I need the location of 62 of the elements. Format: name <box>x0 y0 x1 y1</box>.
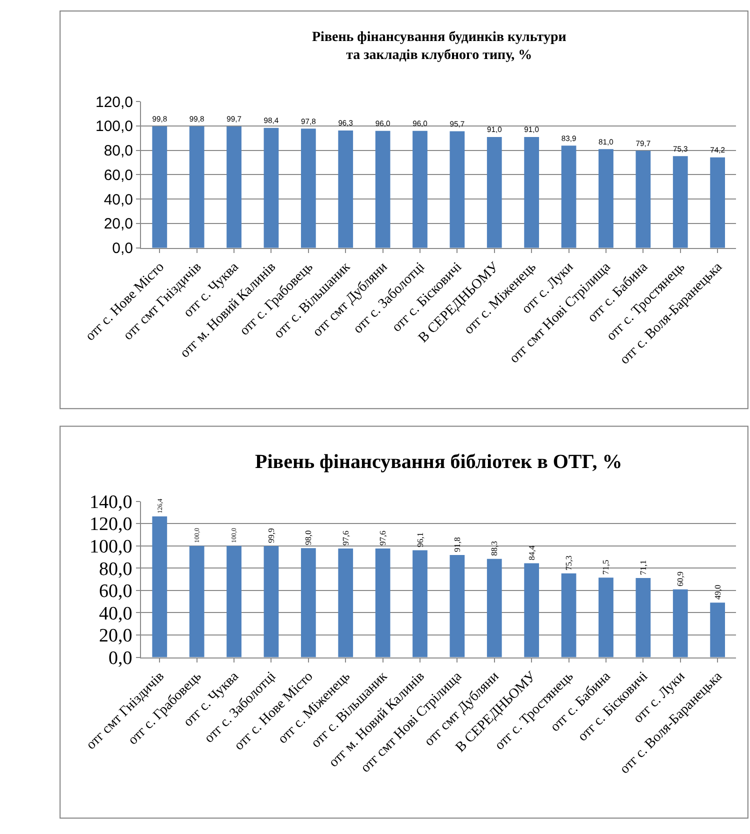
bar <box>561 573 576 658</box>
bar <box>264 128 279 248</box>
bar <box>264 546 279 658</box>
y-tick-label: 0,0 <box>108 648 132 669</box>
y-tick-label: 80,0 <box>98 558 132 580</box>
y-tick-label: 20,0 <box>98 626 132 647</box>
bar <box>524 563 540 658</box>
bar <box>338 548 354 658</box>
data-label: 75,3 <box>564 555 574 570</box>
bar <box>672 156 688 248</box>
bar <box>152 126 168 248</box>
bar <box>226 546 242 658</box>
y-tick-label: 60,0 <box>98 581 132 602</box>
bar <box>672 589 688 658</box>
y-tick-label: 0,0 <box>112 240 134 258</box>
data-label: 49,0 <box>712 584 722 600</box>
chart-title: Рівень фінансування будинків культури та закладів клубного типу, % <box>312 30 566 64</box>
bar <box>189 546 204 658</box>
bar <box>486 558 502 658</box>
bar <box>338 130 354 248</box>
data-label: 98,0 <box>303 530 314 546</box>
bar <box>710 157 725 248</box>
data-label: 88,3 <box>489 541 500 556</box>
bar <box>412 550 428 658</box>
bar <box>486 136 502 248</box>
y-tick-label: 40,0 <box>98 603 132 624</box>
bar <box>300 548 316 658</box>
bar <box>189 126 204 248</box>
bar <box>450 554 465 658</box>
bar <box>598 149 614 248</box>
data-label: 96,1 <box>414 532 425 548</box>
data-label: 91,8 <box>452 537 462 552</box>
data-label: 97,6 <box>340 530 350 546</box>
bar <box>561 146 576 248</box>
y-tick-label: 40,0 <box>104 191 134 208</box>
y-tick-label: 60,0 <box>104 166 134 184</box>
data-label: 84,4 <box>527 544 536 560</box>
bar <box>412 130 428 248</box>
bar <box>226 126 242 248</box>
chart-title: Рівень фінансування бібліотек в ОТГ, % <box>255 451 622 473</box>
data-label: 71,1 <box>638 560 648 576</box>
y-tick-label: 20,0 <box>104 216 134 233</box>
y-tick-label: 120,0 <box>95 94 134 111</box>
data-label: 97,6 <box>378 530 388 546</box>
y-tick-label: 100,0 <box>89 536 132 558</box>
y-tick-label: 140,0 <box>89 492 132 513</box>
bar <box>710 602 725 658</box>
bar <box>375 548 390 658</box>
bar <box>152 516 168 658</box>
bar <box>598 578 614 658</box>
bar <box>300 128 316 248</box>
bar <box>375 130 390 248</box>
y-tick-label: 100,0 <box>95 118 134 136</box>
data-label: 99,9 <box>266 528 276 543</box>
bar <box>524 136 540 248</box>
bar <box>450 131 465 248</box>
y-tick-label: 120,0 <box>89 514 132 536</box>
y-tick-label: 80,0 <box>104 142 134 160</box>
data-label: 71,5 <box>600 560 611 575</box>
bar <box>636 578 651 658</box>
data-label: 60,9 <box>675 572 686 586</box>
bar <box>636 150 651 248</box>
